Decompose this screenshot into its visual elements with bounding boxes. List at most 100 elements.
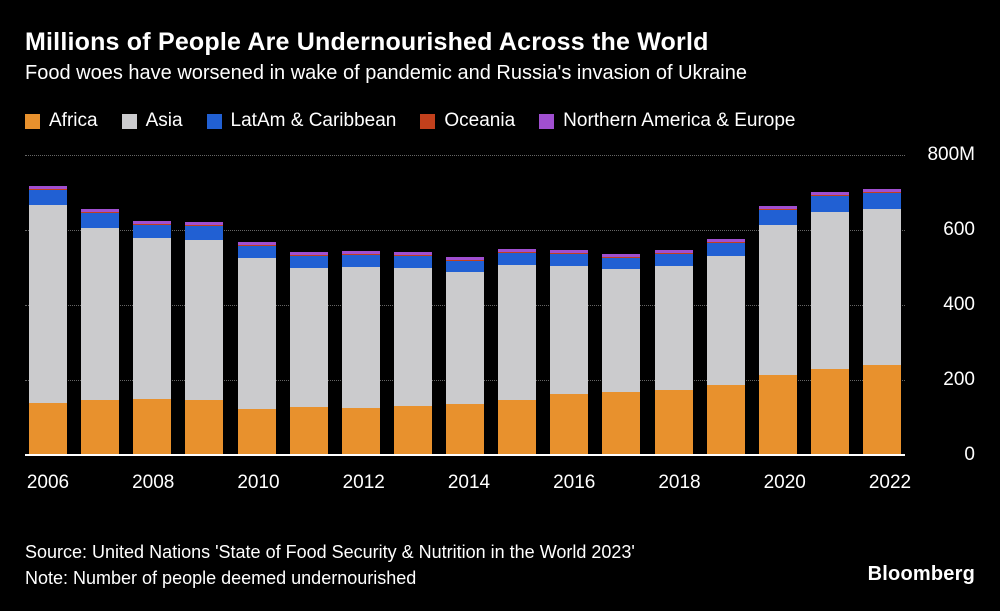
- bar-2014-segment-oceania: [446, 260, 484, 262]
- bar-2010-segment-asia: [237, 258, 276, 409]
- y-tick-label-800: 800M: [927, 144, 975, 165]
- bar-2010-segment-northern-america-europe: [237, 242, 276, 245]
- bar-2017-segment-africa: [602, 392, 641, 455]
- bar-2013-segment-latam-caribbean: [393, 255, 432, 268]
- plot-area: [25, 155, 905, 456]
- bar-2011-segment-africa: [289, 407, 328, 455]
- x-tick-slot-2020: 2020: [763, 472, 806, 494]
- x-tick-label-2010: 2010: [237, 472, 280, 493]
- bar-2016-segment-northern-america-europe: [550, 250, 589, 253]
- bar-2022-segment-latam-caribbean: [863, 192, 901, 209]
- bar-2015-segment-asia: [498, 264, 537, 400]
- y-tick-label-400: 400: [943, 294, 975, 315]
- bar-2014: [446, 155, 484, 455]
- bar-2015-segment-northern-america-europe: [498, 249, 537, 252]
- legend-item-asia: Asia: [121, 110, 183, 132]
- bar-2017-segment-asia: [602, 269, 641, 392]
- bar-2021-segment-asia: [810, 212, 849, 370]
- bar-2006: [29, 155, 67, 455]
- bar-2007: [81, 155, 120, 455]
- legend-item-africa: Africa: [25, 110, 98, 132]
- bar-2008-segment-latam-caribbean: [133, 225, 172, 238]
- bar-2021-segment-northern-america-europe: [810, 191, 849, 195]
- x-tick-label-2012: 2012: [342, 472, 385, 493]
- bar-2009-segment-asia: [185, 240, 224, 400]
- bar-2009-segment-northern-america-europe: [185, 222, 224, 225]
- bar-2012-segment-oceania: [341, 254, 380, 256]
- bar-2008-segment-oceania: [133, 224, 172, 226]
- bar-2007-segment-oceania: [81, 212, 120, 214]
- legend-label-latam-caribbean: LatAm & Caribbean: [230, 110, 397, 131]
- legend-label-africa: Africa: [49, 110, 98, 131]
- gridline-600: [25, 230, 905, 231]
- bar-2013-segment-oceania: [393, 254, 432, 256]
- y-tick-label-200: 200: [943, 369, 975, 390]
- bar-2011-segment-latam-caribbean: [289, 255, 328, 268]
- x-tick-slot-2022: 2022: [869, 472, 911, 494]
- bar-2019: [706, 155, 745, 455]
- bar-2020-segment-northern-america-europe: [758, 206, 797, 209]
- legend-label-northern-america-europe: Northern America & Europe: [563, 110, 796, 131]
- x-tick-slot-2017: [608, 472, 646, 494]
- bar-2013-segment-northern-america-europe: [393, 252, 432, 255]
- bar-2016-segment-oceania: [550, 252, 589, 254]
- bar-2020-segment-latam-caribbean: [758, 210, 797, 226]
- bar-2018-segment-asia: [654, 266, 693, 391]
- bar-2015-segment-oceania: [498, 251, 537, 253]
- bar-2007-segment-asia: [81, 228, 120, 400]
- x-tick-slot-2019: [713, 472, 751, 494]
- bar-2020-segment-asia: [758, 225, 797, 376]
- bar-2020-segment-africa: [758, 375, 797, 455]
- bar-2014-segment-africa: [446, 404, 484, 455]
- x-tick-slot-2011: [292, 472, 330, 494]
- bar-2008-segment-africa: [133, 399, 172, 455]
- legend-swatch-africa: [25, 113, 40, 129]
- chart-subtitle: Food woes have worsened in wake of pande…: [25, 62, 747, 84]
- bar-2019-segment-latam-caribbean: [706, 243, 745, 256]
- bar-2009-segment-africa: [185, 399, 224, 455]
- x-tick-slot-2007: [82, 472, 120, 494]
- legend-swatch-asia: [121, 113, 137, 129]
- bar-2012-segment-latam-caribbean: [341, 255, 380, 268]
- bar-2019-segment-oceania: [706, 242, 745, 244]
- bar-2014-segment-northern-america-europe: [446, 257, 484, 260]
- legend-item-northern-america-europe: Northern America & Europe: [539, 110, 796, 132]
- bar-2006-segment-oceania: [29, 188, 67, 190]
- bar-2017: [602, 155, 641, 455]
- bar-2016-segment-africa: [550, 393, 589, 455]
- bar-2015-segment-latam-caribbean: [498, 252, 537, 265]
- x-tick-slot-2013: [397, 472, 435, 494]
- x-tick-label-2006: 2006: [26, 472, 70, 493]
- bar-2021-segment-latam-caribbean: [810, 195, 849, 212]
- legend: Africa Asia LatAm & Caribbean Oceania Northe…: [25, 110, 796, 132]
- bar-2009-segment-latam-caribbean: [185, 225, 224, 241]
- bar-2016-segment-latam-caribbean: [550, 254, 589, 266]
- bloomberg-logo: Bloomberg: [867, 563, 975, 585]
- bar-2016: [550, 155, 589, 455]
- x-axis-labels: 2006 2008 2010 2012 2014 2016 2018 2020 2022: [25, 472, 913, 494]
- bar-2012-segment-northern-america-europe: [341, 251, 380, 254]
- bar-2021-segment-africa: [810, 369, 849, 455]
- bar-2021: [810, 155, 849, 455]
- bar-2021-segment-oceania: [810, 194, 849, 196]
- bar-2006-segment-asia: [29, 204, 67, 403]
- bar-2013: [393, 155, 432, 455]
- x-tick-slot-2010: 2010: [237, 472, 280, 494]
- bar-2006-segment-africa: [29, 402, 67, 455]
- bar-2011-segment-asia: [289, 267, 328, 407]
- bar-2012: [341, 155, 380, 455]
- x-tick-slot-2021: [818, 472, 856, 494]
- legend-label-asia: Asia: [145, 110, 183, 131]
- note-text: Note: Number of people deemed undernouri…: [25, 568, 417, 588]
- x-tick-label-2018: 2018: [658, 472, 701, 493]
- bar-2022-segment-africa: [863, 365, 901, 455]
- x-tick-label-2020: 2020: [763, 472, 806, 493]
- bar-2008-segment-northern-america-europe: [133, 221, 172, 224]
- bar-2016-segment-asia: [550, 266, 589, 394]
- bar-2018-segment-oceania: [654, 252, 693, 254]
- bar-2022: [863, 155, 901, 455]
- bar-2018: [654, 155, 693, 455]
- x-tick-slot-2014: 2014: [448, 472, 490, 494]
- bar-2020: [758, 155, 797, 455]
